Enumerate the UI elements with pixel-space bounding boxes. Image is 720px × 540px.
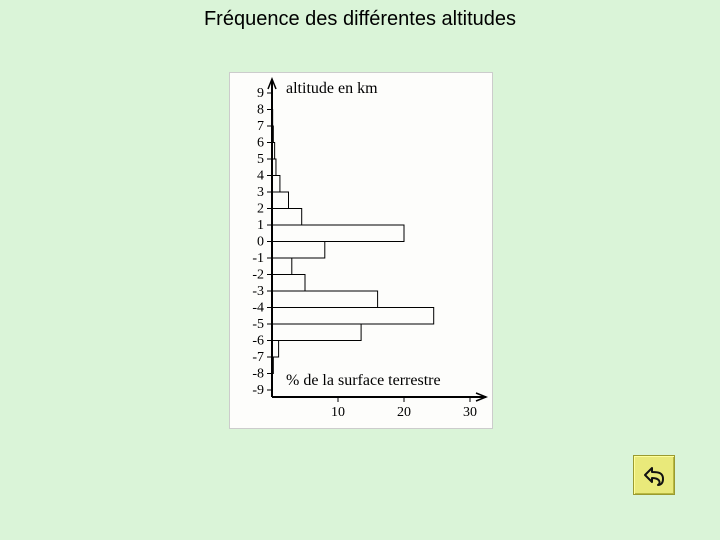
svg-text:20: 20: [397, 405, 411, 420]
svg-text:4: 4: [257, 169, 264, 184]
svg-text:-5: -5: [252, 317, 264, 332]
svg-text:-1: -1: [252, 251, 264, 266]
svg-text:-8: -8: [252, 367, 264, 382]
svg-text:0: 0: [257, 235, 264, 250]
svg-text:9: 9: [257, 86, 264, 101]
svg-text:-3: -3: [252, 284, 264, 299]
svg-text:8: 8: [257, 103, 264, 118]
svg-text:-6: -6: [252, 334, 264, 349]
svg-text:% de la surface terrestre: % de la surface terrestre: [286, 372, 441, 389]
svg-text:6: 6: [257, 136, 264, 151]
svg-text:5: 5: [257, 152, 264, 167]
svg-text:-7: -7: [252, 350, 264, 365]
slide: Fréquence des différentes altitudes 9 87 6…: [0, 0, 720, 540]
svg-text:-9: -9: [252, 383, 264, 398]
svg-text:7: 7: [257, 119, 264, 134]
svg-text:30: 30: [463, 405, 477, 420]
svg-text:2: 2: [257, 202, 264, 217]
page-title: Fréquence des différentes altitudes: [0, 8, 720, 31]
svg-text:altitude en km: altitude en km: [286, 80, 378, 97]
svg-text:10: 10: [331, 405, 345, 420]
return-icon: [639, 461, 669, 489]
svg-text:-4: -4: [252, 301, 264, 316]
nav-return-button[interactable]: [633, 455, 675, 495]
svg-text:1: 1: [257, 218, 264, 233]
altitude-frequency-chart: 9876543210-1-2-3-4-5-6-7-8-9102030altitu…: [229, 72, 493, 429]
svg-text:-2: -2: [252, 268, 264, 283]
svg-text:3: 3: [257, 185, 264, 200]
